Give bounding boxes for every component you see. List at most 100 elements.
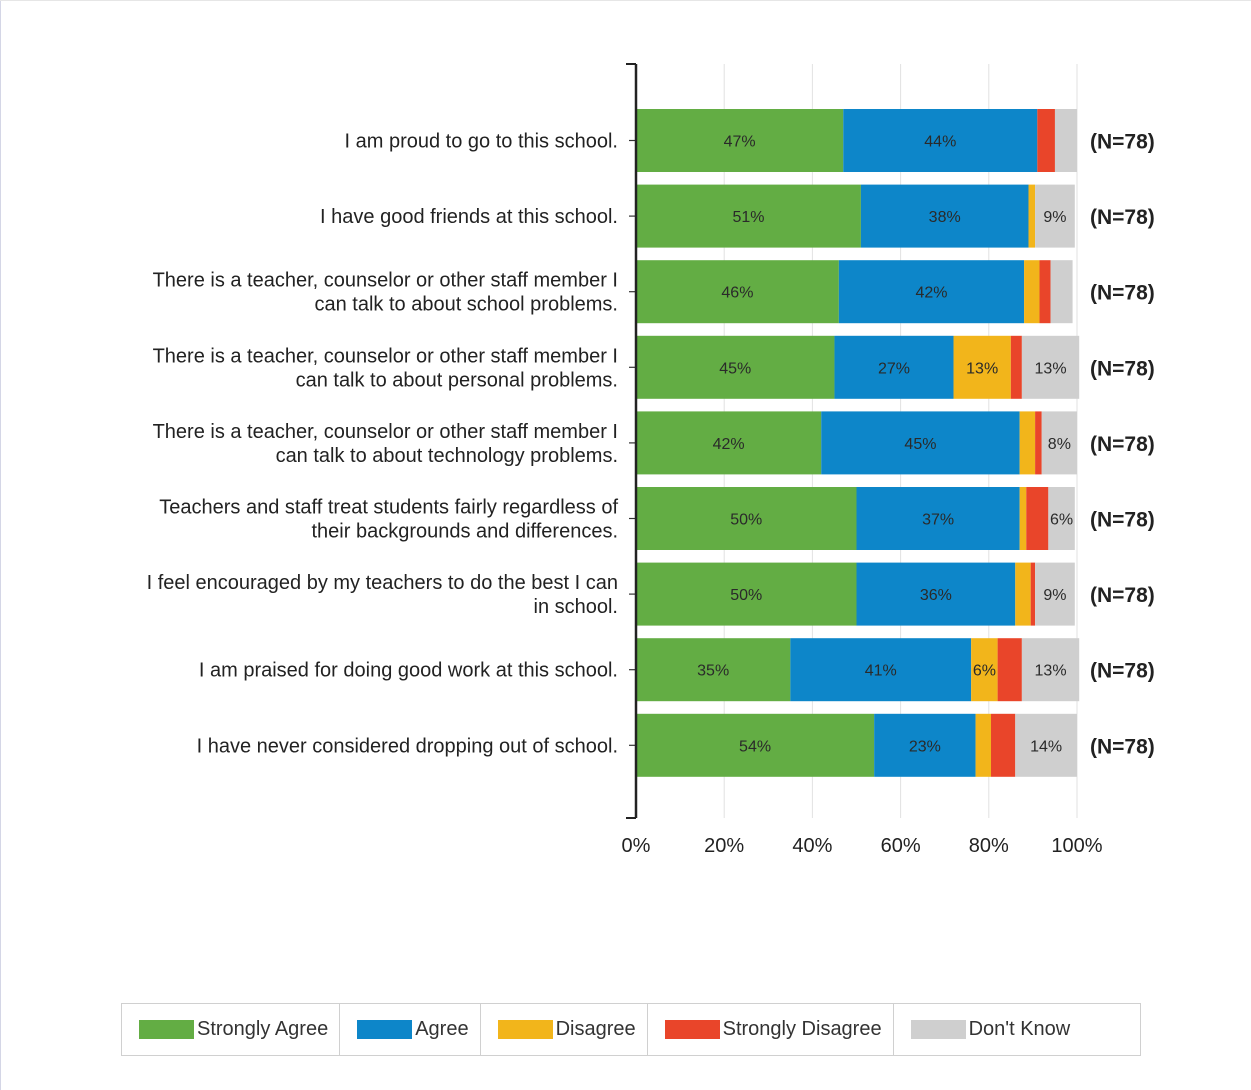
legend-item: Strongly Disagree (648, 1004, 894, 1055)
bar-segment (1030, 562, 1036, 626)
bar-segment (636, 638, 791, 702)
legend-item: Strongly Agree (122, 1004, 341, 1055)
x-tick-label: 100% (1051, 835, 1102, 857)
bar-segment (1015, 713, 1077, 777)
category-label: There is a teacher, counselor or other s… (153, 270, 618, 292)
n-label: (N=78) (1090, 509, 1155, 532)
data-label: 14% (1030, 738, 1062, 755)
n-label: (N=78) (1090, 357, 1155, 380)
legend-swatch (664, 1020, 720, 1039)
bar-segment (1024, 260, 1040, 324)
category-label: can talk to about school problems. (314, 294, 618, 316)
data-label: 9% (1043, 209, 1066, 226)
bar-segment (1037, 109, 1055, 172)
bar-segment (1041, 411, 1077, 475)
bar-segment (1021, 638, 1080, 702)
category-label: can talk to about technology problems. (276, 445, 618, 467)
x-tick-label: 20% (704, 835, 744, 857)
data-label: 6% (1050, 512, 1073, 529)
chart-legend: Strongly Agree Agree Disagree Strongly Disa… (121, 1003, 1141, 1056)
legend-label: Strongly Agree (197, 1018, 329, 1040)
data-label: 54% (739, 738, 771, 755)
n-label: (N=78) (1090, 735, 1155, 758)
category-label: can talk to about personal problems. (296, 369, 618, 391)
x-tick-label: 60% (881, 835, 921, 857)
category-label: I have good friends at this school. (320, 206, 618, 228)
bar-segment (1019, 487, 1027, 550)
category-label: I am praised for doing good work at this… (199, 660, 618, 682)
top-divider (0, 0, 1251, 1)
bar-segment (636, 713, 875, 777)
data-label: 6% (973, 663, 996, 680)
bar-segment (1028, 184, 1036, 248)
data-label: 42% (915, 285, 947, 302)
category-label: their backgrounds and differences. (312, 521, 619, 543)
bar-segment (1050, 260, 1073, 324)
x-tick-label: 0% (622, 835, 651, 857)
n-label: (N=78) (1090, 433, 1155, 456)
data-label: 9% (1043, 587, 1066, 604)
bar-segment (1054, 109, 1077, 172)
bar-segment (636, 184, 861, 248)
bar-segment (636, 562, 857, 626)
data-label: 8% (1048, 436, 1071, 453)
legend-label: Don't Know (968, 1018, 1071, 1040)
bar-segment (834, 335, 954, 399)
legend-swatch (497, 1020, 553, 1039)
bar-segment (1026, 487, 1049, 550)
bar-segment (838, 260, 1025, 324)
bar-segment (860, 184, 1029, 248)
n-label: (N=78) (1090, 282, 1155, 305)
data-label: 36% (920, 587, 952, 604)
bar-segment (1035, 411, 1042, 475)
bar-segment (975, 713, 992, 777)
legend-label: Agree (415, 1018, 469, 1040)
legend-item: Disagree (481, 1004, 648, 1055)
data-label: 44% (924, 134, 956, 151)
data-label: 13% (1035, 663, 1067, 680)
data-label: 50% (730, 512, 762, 529)
bar-segment (997, 638, 1022, 702)
bar-segment (790, 638, 972, 702)
data-label: 35% (697, 663, 729, 680)
n-label: (N=78) (1090, 131, 1155, 154)
data-label: 45% (719, 360, 751, 377)
x-tick-label: 80% (969, 835, 1009, 857)
data-label: 37% (922, 512, 954, 529)
bar-segment (856, 562, 1016, 626)
bar-segment (1010, 335, 1022, 399)
legend-swatch (357, 1020, 413, 1039)
bar-segment (856, 487, 1020, 550)
n-label: (N=78) (1090, 660, 1155, 683)
bar-segment (991, 713, 1016, 777)
bar-segment (821, 411, 1020, 475)
data-label: 46% (721, 285, 753, 302)
bar-segment (636, 335, 835, 399)
legend-label: Disagree (555, 1018, 636, 1040)
data-label: 13% (966, 360, 998, 377)
n-label: (N=78) (1090, 206, 1155, 229)
data-label: 13% (1035, 360, 1067, 377)
n-label: (N=78) (1090, 584, 1155, 607)
bar-segment (953, 335, 1011, 399)
bar-segment (636, 411, 822, 475)
legend-item: Don't Know (894, 1004, 1082, 1055)
bar-segment (636, 260, 839, 324)
x-tick-label: 40% (792, 835, 832, 857)
bar-segment (1039, 260, 1051, 324)
data-label: 45% (904, 436, 936, 453)
data-label: 27% (878, 360, 910, 377)
bar-segment (874, 713, 976, 777)
category-label: There is a teacher, counselor or other s… (153, 345, 618, 367)
data-label: 47% (724, 134, 756, 151)
category-label: in school. (534, 596, 619, 618)
data-label: 50% (730, 587, 762, 604)
legend-label: Strongly Disagree (722, 1018, 882, 1040)
category-label: There is a teacher, counselor or other s… (153, 421, 618, 443)
category-label: I have never considered dropping out of … (197, 735, 618, 757)
bar-segment (971, 638, 998, 702)
legend-item: Agree (340, 1004, 481, 1055)
data-label: 51% (732, 209, 764, 226)
data-label: 42% (713, 436, 745, 453)
